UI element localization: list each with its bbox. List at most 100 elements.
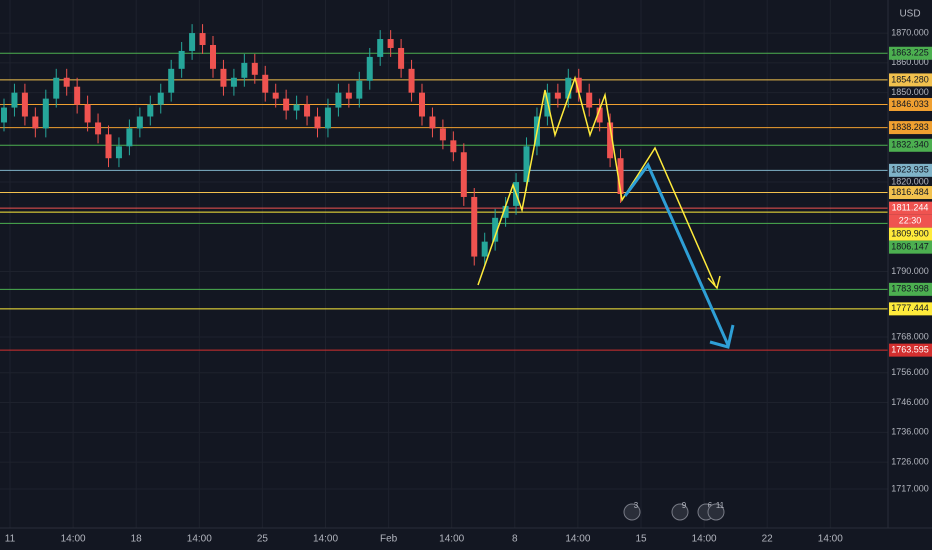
candle-body [617,158,624,194]
event-count: 6 [708,501,713,510]
level-label-box [889,343,932,357]
candle-body [419,92,425,117]
x-tick-label: 14:00 [439,534,464,545]
level-label-box [889,240,932,254]
level-label: 1832.340 [891,140,929,150]
arrowhead [707,275,721,290]
y-tick-label: 1870.000 [891,27,929,37]
countdown-box [889,214,932,228]
candle-body [565,77,572,99]
arrowhead [709,324,735,349]
x-tick-label: 8 [512,534,518,545]
candle-body [293,104,300,111]
level-label-box [889,97,932,111]
y-tick-label: 1790.000 [891,266,929,276]
level-label: 1809.900 [891,229,929,239]
drawings [477,75,735,349]
x-tick-label: 15 [635,534,647,545]
x-tick-label: 14:00 [565,534,590,545]
level-label-box [889,282,932,296]
candle-body [586,92,593,108]
candle-body [492,217,499,242]
candle-body [377,39,384,57]
candle-body [408,68,415,93]
x-tick-label: 22 [762,534,774,545]
candle-body [74,86,81,105]
candle-body [241,62,248,78]
level-label: 1823.935 [891,165,929,175]
x-tick-label: 11 [5,534,16,545]
candle-body [136,116,143,129]
y-tick-label: 1726.000 [891,457,929,467]
y-tick-label: 1820.000 [891,176,929,186]
candle-body [575,77,582,93]
candle-body [607,122,614,159]
candle-body [314,116,321,129]
candle-body [63,77,70,87]
candle-body [345,92,352,99]
level-label-box [889,138,932,152]
candle-body [210,44,216,69]
x-tick-label: 25 [257,534,269,545]
level-label-box [889,227,932,241]
candle-body [262,74,269,93]
candle-body [126,128,133,147]
candle-body [115,146,122,159]
level-label-box [889,186,932,200]
event-icon [623,503,641,521]
candle-body [251,62,258,75]
x-tick-label: 18 [131,534,143,545]
y-tick-label: 1768.000 [891,331,929,341]
level-label: 1806.147 [891,242,929,252]
candle-body [387,39,394,48]
countdown: 22:30 [899,216,922,226]
price-axis [888,0,932,550]
candle-body [42,98,49,129]
zigzag-drawing [477,75,716,286]
level-label: 1854.280 [891,74,929,84]
candle-body [471,196,478,257]
candle-body [178,50,185,69]
candle-body [220,68,227,87]
candle-body [324,107,331,129]
candle-body [335,92,342,108]
candle-body [147,104,154,117]
candle-body [199,33,206,45]
level-label: 1846.033 [891,99,929,109]
level-label-box [889,201,932,215]
candle-body [356,80,363,99]
x-tick-label: 14:00 [313,534,338,545]
event-count: 9 [682,501,687,510]
candle-body [157,92,164,105]
candle-body [283,98,290,111]
candle-body [84,104,91,123]
y-tick-label: 1736.000 [891,427,929,437]
candle-body [53,77,60,99]
candle-body [304,104,311,117]
level-label: 1838.283 [891,122,929,132]
level-label: 1783.998 [891,284,929,294]
level-label-box [889,73,932,87]
level-label-box [889,46,932,60]
level-label: 1863.225 [891,48,929,58]
y-tick-label: 1717.000 [891,483,929,493]
candle-body [1,107,7,123]
y-tick-label: 1860.000 [891,57,929,67]
candle-body [398,47,405,69]
candle-body [460,152,467,197]
level-label-box [889,121,932,135]
candle-body [429,116,436,129]
y-tick-label: 1756.000 [891,367,929,377]
event-count: 11 [716,501,725,510]
candle-body [168,68,175,93]
x-tick-label: 14:00 [61,534,86,545]
level-label: 1816.484 [891,187,929,197]
x-tick-label: 14:00 [187,534,212,545]
candle-body [523,146,530,183]
level-label-box [889,163,932,177]
event-icon [671,503,689,521]
event-count: 3 [634,501,639,510]
candle-body [439,128,446,141]
candle-body [189,33,196,51]
